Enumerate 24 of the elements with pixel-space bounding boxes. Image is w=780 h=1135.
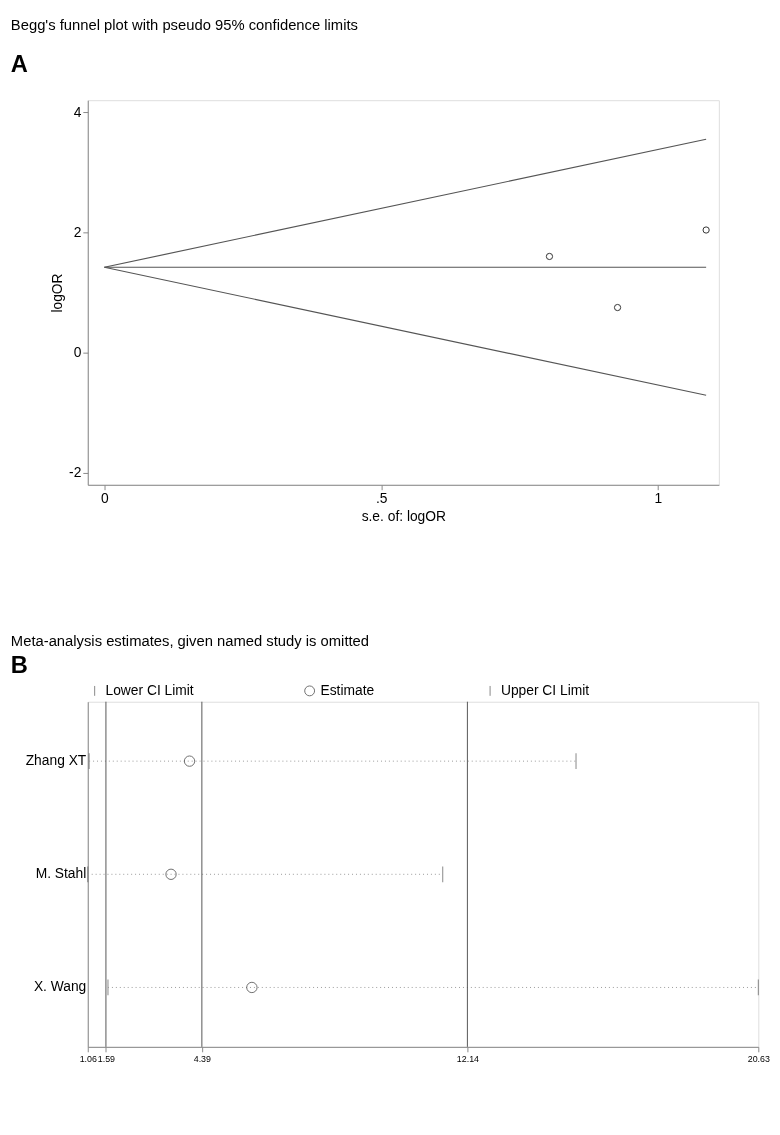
x-tick-label: .5: [375, 491, 388, 507]
x-tick-label: 4.39: [193, 1054, 212, 1065]
x-tick-label: 1.06: [79, 1054, 97, 1065]
x-tick-label: 20.63: [747, 1054, 770, 1065]
text: B: [10, 652, 28, 679]
chart-title: Meta-analysis estimates, given named study is omitted: [10, 632, 370, 649]
y-tick-label: M. Stahl: [35, 866, 87, 882]
text: A: [10, 50, 28, 77]
y-tick-label: Zhang XT: [25, 753, 87, 769]
chart-title: Begg's funnel plot with pseudo 95% confidence limits: [10, 17, 358, 34]
text: Lower CI Limit: [105, 682, 194, 698]
y-tick-label: -2: [69, 465, 82, 481]
y-axis-title: logOR: [50, 273, 66, 313]
x-axis-title: s.e. of: logOR: [361, 508, 447, 524]
y-tick-label: X. Wang: [33, 979, 87, 995]
x-tick-label: 1.59: [97, 1054, 116, 1065]
y-tick-label: 4: [73, 104, 82, 120]
y-tick-label: 2: [73, 224, 82, 240]
text: Upper CI Limit: [500, 682, 590, 698]
x-tick-label: 12.14: [456, 1054, 480, 1065]
legend-label: Estimate: [320, 682, 375, 698]
x-tick-label: 1: [654, 491, 663, 507]
x-tick-label: 0: [101, 491, 110, 507]
y-tick-label: 0: [73, 345, 82, 361]
